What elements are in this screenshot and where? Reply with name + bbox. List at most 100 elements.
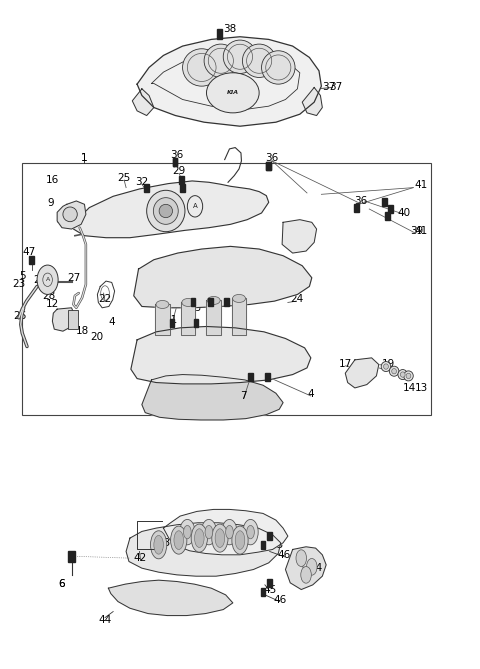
Bar <box>172 159 177 167</box>
Text: 17: 17 <box>339 359 352 369</box>
Polygon shape <box>73 181 269 237</box>
Text: 47: 47 <box>23 247 36 257</box>
Text: 34: 34 <box>281 224 295 234</box>
Text: 7: 7 <box>240 391 247 401</box>
Ellipse shape <box>154 535 163 554</box>
Text: 41: 41 <box>414 226 428 236</box>
Ellipse shape <box>404 371 413 381</box>
Polygon shape <box>126 522 281 576</box>
Ellipse shape <box>389 366 399 376</box>
Text: 26: 26 <box>13 311 26 321</box>
Ellipse shape <box>398 369 408 379</box>
Text: A: A <box>192 203 197 209</box>
Ellipse shape <box>180 519 195 545</box>
Text: 19: 19 <box>382 359 395 369</box>
Polygon shape <box>181 302 195 334</box>
Ellipse shape <box>247 525 254 539</box>
Ellipse shape <box>159 204 172 217</box>
Text: 36: 36 <box>170 150 183 160</box>
Text: 6: 6 <box>59 579 65 589</box>
Polygon shape <box>286 547 326 589</box>
Text: 45: 45 <box>271 540 284 550</box>
Bar <box>388 205 393 213</box>
Bar <box>193 319 198 327</box>
Bar <box>385 211 390 219</box>
Circle shape <box>37 265 58 294</box>
Text: 8: 8 <box>270 279 277 289</box>
Bar <box>68 310 78 329</box>
Text: 16: 16 <box>46 175 59 185</box>
Ellipse shape <box>307 559 317 575</box>
Ellipse shape <box>182 49 221 86</box>
Text: 41: 41 <box>414 180 428 190</box>
Text: 35: 35 <box>238 192 252 202</box>
Text: 30: 30 <box>249 540 263 550</box>
Ellipse shape <box>226 525 233 539</box>
Bar <box>248 373 253 381</box>
Ellipse shape <box>222 519 237 545</box>
Ellipse shape <box>205 525 213 539</box>
Text: 37: 37 <box>322 82 335 92</box>
Text: 11: 11 <box>55 215 69 225</box>
Text: 4: 4 <box>308 389 314 399</box>
Text: 10: 10 <box>195 252 208 262</box>
Text: 13: 13 <box>415 383 429 393</box>
Bar <box>144 183 149 191</box>
Ellipse shape <box>206 73 259 113</box>
Text: 36: 36 <box>354 196 367 206</box>
Polygon shape <box>163 509 288 555</box>
Bar <box>68 551 75 562</box>
Ellipse shape <box>215 529 225 547</box>
Polygon shape <box>132 89 154 116</box>
Text: 14: 14 <box>402 383 416 393</box>
Bar <box>265 373 270 381</box>
Ellipse shape <box>381 361 391 371</box>
Text: 22: 22 <box>98 294 112 304</box>
Text: 37: 37 <box>329 82 342 92</box>
Ellipse shape <box>243 519 258 545</box>
Ellipse shape <box>147 190 185 231</box>
Text: 9: 9 <box>48 198 54 208</box>
Bar <box>224 298 229 306</box>
Text: 29: 29 <box>173 166 186 176</box>
Text: 27: 27 <box>67 274 80 284</box>
Text: 45: 45 <box>263 585 276 595</box>
Bar <box>208 298 213 306</box>
Bar <box>267 579 272 587</box>
Polygon shape <box>142 375 283 420</box>
Ellipse shape <box>242 44 276 78</box>
Text: 46: 46 <box>273 595 287 605</box>
Bar <box>354 203 359 211</box>
Ellipse shape <box>207 296 220 304</box>
Ellipse shape <box>204 44 238 78</box>
Bar <box>169 319 174 327</box>
Ellipse shape <box>233 294 245 302</box>
Ellipse shape <box>406 373 411 379</box>
Text: 4: 4 <box>108 317 115 327</box>
Ellipse shape <box>174 531 183 549</box>
Text: 32: 32 <box>135 177 148 187</box>
Ellipse shape <box>400 372 405 377</box>
Text: A: A <box>46 277 50 282</box>
Polygon shape <box>156 304 169 334</box>
Ellipse shape <box>235 531 245 549</box>
Text: 44: 44 <box>309 563 322 573</box>
Bar <box>22 163 432 415</box>
Bar <box>29 256 34 264</box>
Ellipse shape <box>223 40 257 74</box>
Bar <box>179 175 184 183</box>
Text: 40: 40 <box>397 208 411 218</box>
Polygon shape <box>137 37 322 126</box>
Ellipse shape <box>262 51 295 84</box>
Text: 31: 31 <box>164 316 177 326</box>
Text: 28: 28 <box>42 292 55 302</box>
Text: 6: 6 <box>59 579 65 589</box>
Text: 39: 39 <box>410 226 424 236</box>
Ellipse shape <box>191 524 207 552</box>
Bar <box>266 163 271 171</box>
Text: 24: 24 <box>290 294 303 304</box>
Text: 12: 12 <box>46 299 59 309</box>
Ellipse shape <box>301 567 312 583</box>
Ellipse shape <box>156 300 169 308</box>
Text: 1: 1 <box>81 153 88 163</box>
